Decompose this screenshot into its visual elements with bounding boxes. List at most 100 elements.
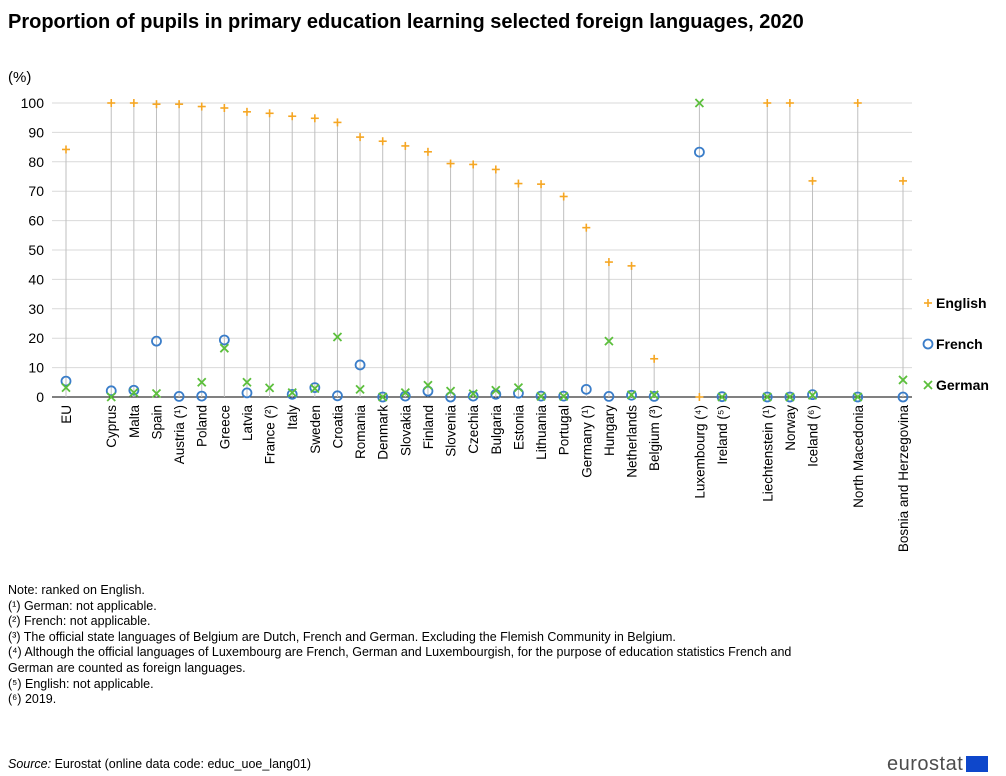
english-point — [899, 176, 907, 185]
x-tick-label: Estonia — [511, 405, 526, 451]
french-point — [422, 385, 434, 397]
x-tick-label: Poland — [195, 405, 210, 447]
german-point — [717, 392, 727, 402]
french-point — [128, 384, 140, 396]
x-tick-label: Belgium (³) — [647, 405, 662, 471]
french-point — [694, 146, 705, 158]
german-point — [468, 389, 478, 399]
german-point — [378, 392, 388, 402]
y-axis-ticks: 0 10 20 30 40 50 60 70 80 90 100 — [21, 95, 45, 405]
y-tick-label: 70 — [28, 183, 44, 199]
french-point — [60, 375, 72, 387]
german-point — [626, 390, 637, 400]
english-point — [808, 176, 817, 185]
french-point — [807, 389, 818, 401]
x-tick-label: Spain — [149, 405, 164, 440]
german-point — [513, 382, 524, 393]
english-point — [242, 107, 251, 116]
english-point — [175, 100, 184, 109]
x-tick-label: Italy — [285, 405, 300, 430]
english-point — [785, 99, 794, 107]
english-point — [423, 147, 432, 156]
french-point — [535, 390, 547, 402]
footnote: (²) French: not applicable. — [8, 614, 151, 629]
german-point — [61, 382, 71, 393]
english-point — [537, 180, 546, 189]
french-point — [105, 385, 117, 397]
x-tick-label: France (²) — [263, 405, 278, 464]
eurostat-logo[interactable]: eurostat — [887, 753, 989, 775]
french-point — [286, 388, 298, 400]
y-tick-label: 40 — [28, 271, 44, 287]
german-point — [898, 375, 908, 385]
french-point — [784, 391, 796, 403]
x-tick-label: Netherlands — [625, 405, 640, 478]
german-point — [559, 391, 569, 402]
german-legend-marker — [923, 380, 933, 390]
x-tick-label: Lithuania — [534, 405, 549, 460]
english-point — [107, 99, 116, 107]
french-point — [218, 334, 230, 346]
english-point — [604, 258, 613, 267]
y-tick-label: 0 — [36, 389, 44, 405]
x-tick-label: EU — [59, 405, 74, 424]
german-point — [445, 386, 456, 396]
german-point — [694, 98, 705, 108]
x-tick-label: Greece — [217, 405, 232, 449]
x-tick-label: Hungary — [602, 405, 617, 456]
x-tick-label: Romania — [353, 405, 368, 460]
french-point — [151, 335, 162, 347]
chart-title: Proportion of pupils in primary educatio… — [8, 11, 804, 33]
x-tick-label: Portugal — [557, 405, 572, 455]
y-tick-label: 10 — [28, 360, 44, 376]
french-point — [445, 391, 456, 403]
drop-lines — [65, 103, 904, 397]
english-point — [853, 99, 862, 107]
english-point — [627, 261, 636, 270]
footnote: (⁵) English: not applicable. — [8, 676, 154, 691]
english-point — [129, 99, 138, 107]
y-tick-label: 20 — [28, 330, 44, 346]
french-point — [196, 390, 208, 402]
english-point — [310, 114, 319, 123]
english-point — [220, 103, 229, 112]
y-tick-label: 100 — [21, 95, 45, 111]
german-point — [400, 387, 410, 398]
german-point — [491, 385, 501, 395]
german-point — [355, 384, 365, 394]
y-axis-unit-label: (%) — [8, 69, 32, 86]
german-point — [762, 392, 772, 402]
german-point — [785, 392, 795, 402]
french-point — [603, 391, 615, 402]
x-tick-label: Luxembourg (⁴) — [692, 405, 707, 499]
german-point — [853, 392, 863, 402]
x-tick-label: Cyprus — [104, 405, 119, 448]
english-point — [559, 192, 568, 201]
english-point — [514, 179, 523, 188]
french-point — [173, 391, 185, 402]
source-line: Source: Eurostat (online data code: educ… — [8, 757, 311, 771]
x-tick-label: Czechia — [466, 405, 481, 454]
french-legend-marker — [922, 338, 934, 350]
german-point — [807, 390, 818, 400]
source-text: Eurostat (online data code: educ_uoe_lan… — [51, 757, 312, 771]
english-point — [333, 118, 342, 127]
eu-flag-icon — [966, 756, 989, 772]
english-point — [401, 141, 410, 150]
x-tick-label: Bosnia and Herzegovina — [896, 405, 911, 553]
x-tick-label: Slovakia — [398, 405, 413, 457]
y-tick-label: 30 — [28, 301, 44, 317]
english-point — [695, 393, 704, 401]
english-point — [378, 137, 387, 146]
gridlines — [52, 102, 912, 398]
german-point — [242, 377, 252, 387]
french-point — [580, 383, 592, 395]
x-axis-labels: EU Cyprus Malta Spain Austria (¹) Poland Greec… — [59, 405, 911, 553]
y-tick-label: 80 — [28, 154, 44, 170]
german-point — [310, 383, 320, 394]
x-tick-label: Germany (¹) — [579, 405, 594, 478]
x-tick-label: Finland — [421, 405, 436, 449]
x-tick-label: Slovenia — [444, 405, 459, 457]
footnote: (⁴) Although the official languages of L… — [8, 645, 792, 675]
german-point — [287, 387, 297, 398]
